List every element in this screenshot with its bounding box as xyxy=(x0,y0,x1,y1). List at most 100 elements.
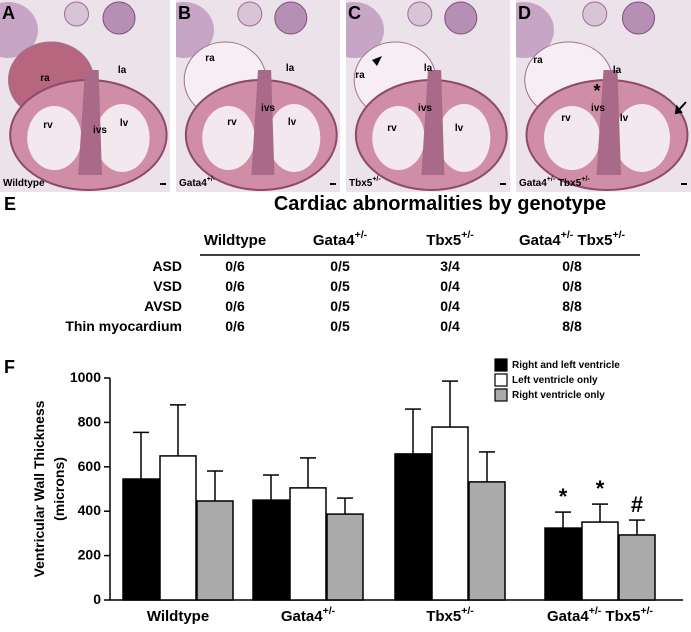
y-axis-label: Ventricular Wall Thickness xyxy=(31,400,47,577)
ventricle-cavity xyxy=(95,104,150,172)
anatomy-label: lv xyxy=(120,118,129,129)
asterisk: * xyxy=(593,81,600,101)
panel-letter: C xyxy=(348,3,361,23)
bar xyxy=(252,499,290,601)
x-tick-label: Gata4+/- Tbx5+/- xyxy=(547,605,653,625)
panel-caption: Wildtype xyxy=(3,178,45,189)
table-cell: 8/8 xyxy=(562,298,582,314)
scale-bar xyxy=(160,183,166,185)
septum xyxy=(251,70,275,175)
table-cell: 0/8 xyxy=(562,258,582,274)
bar xyxy=(196,500,234,601)
ventricle-cavity xyxy=(614,104,670,172)
legend-swatch xyxy=(494,358,508,372)
anatomy-label: lv xyxy=(288,117,297,128)
anatomy-label: ra xyxy=(355,70,365,81)
anatomy-label: rv xyxy=(43,120,53,131)
anatomy-label: la xyxy=(424,63,433,74)
tissue xyxy=(176,2,214,58)
scale-bar xyxy=(500,183,506,185)
anatomy-label: rv xyxy=(561,113,571,124)
septum xyxy=(596,70,621,175)
ventricle-cavity xyxy=(544,106,600,170)
anatomy-label: la xyxy=(286,63,295,74)
row-label: AVSD xyxy=(144,298,182,314)
table-cell: 0/8 xyxy=(562,278,582,294)
anatomy-label: rv xyxy=(387,123,397,134)
ventricle-cavity xyxy=(372,106,425,170)
tissue xyxy=(407,1,433,27)
ventricle-cavity xyxy=(27,106,82,170)
bar xyxy=(468,481,506,601)
x-tick-label: Gata4+/- xyxy=(281,605,336,625)
table-cell: 0/5 xyxy=(330,298,350,314)
legend-label: Right ventricle only xyxy=(512,390,605,401)
table-cell: 0/4 xyxy=(440,278,460,294)
anatomy-label: ivs xyxy=(591,103,605,114)
significance-marker: # xyxy=(631,492,643,517)
bar xyxy=(581,521,619,601)
bar xyxy=(122,478,160,601)
y-tick-label: 600 xyxy=(78,458,102,474)
panel-letter: E xyxy=(4,194,16,214)
bar xyxy=(159,455,197,601)
column-header: Gata4+/- xyxy=(313,229,368,249)
table-cell: 8/8 xyxy=(562,318,582,334)
scale-bar xyxy=(681,183,687,185)
table-cell: 0/6 xyxy=(225,258,245,274)
anatomy-label: ivs xyxy=(93,125,107,136)
scale-bar xyxy=(330,183,336,185)
bar xyxy=(326,513,364,601)
panel-caption: Gata4+/- xyxy=(179,176,216,188)
table-cell: 0/6 xyxy=(225,298,245,314)
panel-letter: D xyxy=(518,3,531,23)
ventricle-cavity xyxy=(437,104,491,172)
row-label: VSD xyxy=(153,278,182,294)
column-header: Wildtype xyxy=(204,232,266,249)
panel-caption: Gata4+/- Tbx5+/- xyxy=(519,176,590,188)
histology-panel xyxy=(176,0,340,192)
tissue xyxy=(274,1,308,35)
tissue xyxy=(64,1,89,27)
y-tick-label: 400 xyxy=(78,502,102,518)
ventricle-cavity xyxy=(202,106,255,170)
row-label: Thin myocardium xyxy=(65,318,182,334)
anatomy-label: ra xyxy=(533,55,543,66)
significance-marker: * xyxy=(559,484,568,509)
table-cell: 0/6 xyxy=(225,278,245,294)
tissue xyxy=(0,2,38,58)
bar xyxy=(431,426,469,601)
septum xyxy=(421,70,445,175)
anatomy-label: lv xyxy=(455,123,464,134)
anatomy-label: la xyxy=(613,65,622,76)
tissue xyxy=(516,2,554,58)
table-cell: 0/4 xyxy=(440,298,460,314)
panel-caption: Tbx5+/- xyxy=(349,176,381,188)
significance-marker: * xyxy=(596,476,605,501)
column-header: Gata4+/- Tbx5+/- xyxy=(519,229,625,249)
bar xyxy=(289,487,327,601)
table-cell: 0/6 xyxy=(225,318,245,334)
anatomy-label: ivs xyxy=(261,103,275,114)
table-cell: 0/5 xyxy=(330,318,350,334)
anatomy-label: lv xyxy=(620,113,629,124)
y-tick-label: 200 xyxy=(78,546,102,562)
legend-label: Right and left ventricle xyxy=(512,360,620,371)
panel-letter: B xyxy=(178,3,191,23)
legend-label: Left ventricle only xyxy=(512,375,598,386)
anatomy-label: ra xyxy=(40,73,50,84)
tissue xyxy=(346,2,384,58)
y-tick-label: 0 xyxy=(93,591,101,607)
anatomy-label: rv xyxy=(227,117,237,128)
bar xyxy=(394,453,432,601)
arrowhead xyxy=(372,56,382,66)
tissue xyxy=(237,1,263,27)
anatomy-label: la xyxy=(118,65,127,76)
y-tick-label: 1000 xyxy=(70,369,101,385)
x-tick-label: Wildtype xyxy=(147,608,209,625)
bar xyxy=(544,527,582,601)
column-header: Tbx5+/- xyxy=(426,229,474,249)
anatomy-label: ra xyxy=(205,53,215,64)
